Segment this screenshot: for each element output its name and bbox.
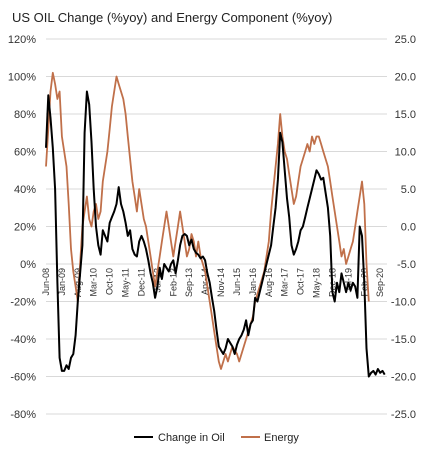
x-tick-label: Jan-09	[57, 268, 67, 296]
left-tick-label: 60%	[14, 147, 36, 159]
x-tick-label: Aug-16	[264, 268, 274, 297]
x-tick-label: Jan-16	[248, 268, 258, 296]
left-tick-label: -40%	[10, 334, 36, 346]
x-tick-label: Feb-13	[168, 268, 178, 297]
x-tick-label: Jun-15	[232, 268, 242, 296]
right-tick-label: 20.0	[395, 72, 416, 84]
right-tick-label: 15.0	[395, 109, 416, 121]
right-axis-ticks: -25.0 -20.0 -15.0 -10.0 -5.0 0.0 5.0 10.0 15.0 20…	[391, 34, 416, 421]
grid-lines	[46, 38, 387, 415]
left-tick-label: -60%	[10, 372, 36, 384]
x-tick-label: Nov-14	[216, 268, 226, 297]
right-tick-label: 25.0	[395, 34, 416, 46]
x-tick-label: Sep-13	[184, 268, 194, 297]
left-tick-label: 120%	[8, 34, 36, 46]
right-tick-label: -25.0	[391, 409, 416, 421]
left-tick-label: 0%	[20, 259, 36, 271]
left-tick-label: -80%	[10, 409, 36, 421]
x-tick-label: Apr-14	[200, 268, 210, 295]
left-tick-label: 20%	[14, 222, 36, 234]
right-tick-label: -15.0	[391, 334, 416, 346]
x-tick-label: Mar-10	[89, 268, 99, 297]
x-tick-label: Oct-17	[296, 268, 306, 295]
right-tick-label: -10.0	[391, 297, 416, 309]
x-tick-label: May-11	[121, 268, 131, 297]
x-tick-label: Jun-08	[41, 268, 51, 296]
right-tick-label: -20.0	[391, 372, 416, 384]
x-tick-label: Aug-09	[73, 268, 83, 297]
right-tick-label: 10.0	[395, 147, 416, 159]
legend: Change in Oil Energy	[134, 432, 299, 444]
left-tick-label: -20%	[10, 297, 36, 309]
x-tick-label: Sep-20	[375, 268, 385, 297]
chart-title: US OIL Change (%yoy) and Energy Componen…	[12, 10, 332, 25]
right-tick-label: 0.0	[401, 222, 416, 234]
series-line-energy	[45, 71, 370, 370]
x-tick-label: Mar-17	[280, 268, 290, 297]
left-tick-label: 100%	[8, 72, 36, 84]
left-tick-label: 80%	[14, 109, 36, 121]
x-tick-label: Oct-10	[105, 268, 115, 295]
series-line-change-in-oil	[45, 90, 386, 378]
left-tick-label: 40%	[14, 184, 36, 196]
x-tick-label: Dec-11	[136, 268, 146, 296]
x-tick-label: Jul-19	[343, 268, 353, 293]
left-axis-ticks: -80% -60% -40% -20% 0% 20% 40% 60% 80% 100% 120%	[8, 34, 36, 421]
x-tick-label: May-18	[312, 268, 322, 298]
right-tick-label: 5.0	[401, 184, 416, 196]
series-lines	[45, 71, 386, 378]
legend-label-energy: Energy	[264, 432, 299, 444]
right-tick-label: -5.0	[397, 259, 416, 271]
legend-label-change-in-oil: Change in Oil	[158, 432, 225, 444]
